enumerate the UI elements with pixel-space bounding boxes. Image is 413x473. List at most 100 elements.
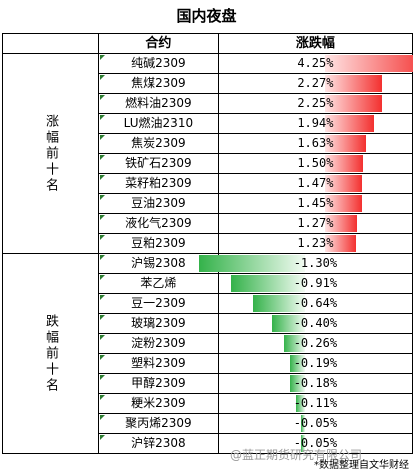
cell-corner-marker bbox=[100, 175, 105, 180]
change-cell: -0.26% bbox=[217, 333, 413, 354]
contract-name: 铁矿石2309 bbox=[98, 153, 219, 174]
change-value: 1.27% bbox=[297, 216, 334, 230]
loss-bar bbox=[199, 255, 305, 272]
change-cell: -0.64% bbox=[217, 293, 413, 314]
header-change: 涨跌幅 bbox=[217, 33, 413, 54]
gain-bar bbox=[324, 115, 374, 132]
up-row: 液化气2309 1.27% bbox=[3, 213, 413, 234]
contract-name-text: 焦煤2309 bbox=[131, 76, 186, 90]
down-row: 甲醇2309 -0.18% bbox=[3, 373, 413, 394]
contract-name: 燃料油2309 bbox=[98, 93, 219, 114]
contract-name: 豆一2309 bbox=[98, 293, 219, 314]
cell-corner-marker bbox=[100, 235, 105, 240]
contract-name: 塑料2309 bbox=[98, 353, 219, 374]
contract-name: 沪锌2308 bbox=[98, 433, 219, 454]
up-group-label: 涨幅前十名 bbox=[2, 53, 99, 254]
change-cell: 2.27% bbox=[217, 73, 413, 94]
contract-name-text: 沪锌2308 bbox=[131, 436, 186, 450]
down-row: 沪锌2308 -0.05% bbox=[3, 433, 413, 454]
down-row: 苯乙烯 -0.91% bbox=[3, 273, 413, 294]
change-value: -0.64% bbox=[293, 296, 338, 310]
change-value: -0.40% bbox=[293, 316, 338, 330]
contract-name-text: 聚丙烯2309 bbox=[125, 416, 192, 430]
header-blank bbox=[2, 33, 99, 54]
up-row: 焦煤2309 2.27% bbox=[3, 73, 413, 94]
gain-bar bbox=[324, 95, 382, 112]
page-title: 国内夜盘 bbox=[176, 7, 237, 25]
cell-corner-marker bbox=[100, 295, 105, 300]
cell-corner-marker bbox=[100, 75, 105, 80]
cell-corner-marker bbox=[100, 315, 105, 320]
up-row: 豆油2309 1.45% bbox=[3, 193, 413, 214]
loss-bar bbox=[301, 415, 305, 432]
change-cell: -0.05% bbox=[217, 413, 413, 434]
contract-name-text: 豆一2309 bbox=[131, 296, 186, 310]
change-value: -1.30% bbox=[293, 256, 338, 270]
contract-name: 豆油2309 bbox=[98, 193, 219, 214]
change-cell: -0.18% bbox=[217, 373, 413, 394]
cell-corner-marker bbox=[100, 435, 105, 440]
cell-corner-marker bbox=[100, 215, 105, 220]
change-cell: 1.23% bbox=[217, 233, 413, 254]
gain-bar bbox=[324, 155, 363, 172]
up-row: 涨幅前十名 纯碱2309 4.25% bbox=[2, 53, 413, 254]
change-value: -0.05% bbox=[293, 416, 338, 430]
contract-name: 豆粕2309 bbox=[98, 233, 219, 254]
contract-name-text: 玻璃2309 bbox=[131, 316, 186, 330]
down-row: 聚丙烯2309 -0.05% bbox=[3, 413, 413, 434]
change-cell: -0.05% bbox=[217, 433, 413, 454]
watermark-text: @蓝正期货研究有限公司 bbox=[230, 448, 363, 462]
cell-corner-marker bbox=[100, 395, 105, 400]
cell-corner-marker bbox=[100, 275, 105, 280]
contract-name: 聚丙烯2309 bbox=[98, 413, 219, 434]
down-row: 粳米2309 -0.11% bbox=[3, 393, 413, 414]
change-cell: -0.19% bbox=[217, 353, 413, 374]
cell-corner-marker bbox=[100, 255, 105, 260]
change-cell: 2.25% bbox=[217, 93, 413, 114]
contract-name: 粳米2309 bbox=[98, 393, 219, 414]
change-value: -0.91% bbox=[293, 276, 338, 290]
change-value: 1.23% bbox=[297, 236, 334, 250]
contract-name-text: 粳米2309 bbox=[131, 396, 186, 410]
contract-name-text: 沪锡2308 bbox=[131, 256, 186, 270]
contract-name: LU燃油2310 bbox=[98, 113, 219, 134]
cell-corner-marker bbox=[100, 195, 105, 200]
contract-name: 焦炭2309 bbox=[98, 133, 219, 154]
change-cell: 1.27% bbox=[217, 213, 413, 234]
loss-bar bbox=[284, 335, 305, 352]
change-cell: 1.45% bbox=[217, 193, 413, 214]
contract-name: 苯乙烯 bbox=[98, 273, 219, 294]
contract-name: 淀粉2309 bbox=[98, 333, 219, 354]
cell-corner-marker bbox=[100, 355, 105, 360]
contract-name-text: 甲醇2309 bbox=[131, 376, 186, 390]
change-cell: -0.91% bbox=[217, 273, 413, 294]
contract-name-text: LU燃油2310 bbox=[123, 116, 194, 130]
change-value: 2.25% bbox=[297, 96, 334, 110]
cell-corner-marker bbox=[100, 115, 105, 120]
loss-bar bbox=[290, 355, 305, 372]
cell-corner-marker bbox=[100, 95, 105, 100]
contract-name-text: 铁矿石2309 bbox=[125, 156, 192, 170]
change-value: 2.27% bbox=[297, 76, 334, 90]
change-value: 1.50% bbox=[297, 156, 334, 170]
contract-name-text: 豆油2309 bbox=[131, 196, 186, 210]
contract-name-text: 焦炭2309 bbox=[131, 136, 186, 150]
loss-bar bbox=[296, 395, 305, 412]
change-cell: 1.50% bbox=[217, 153, 413, 174]
header-contract: 合约 bbox=[98, 33, 219, 54]
change-value: 1.94% bbox=[297, 116, 334, 130]
change-value: -0.26% bbox=[293, 336, 338, 350]
ranking-table: 合约 涨跌幅 涨幅前十名 纯碱2309 4.25% 焦煤2309 2.27% 燃料油230… bbox=[2, 33, 413, 454]
header-row: 合约 涨跌幅 bbox=[2, 33, 413, 54]
contract-name: 焦煤2309 bbox=[98, 73, 219, 94]
contract-name-text: 燃料油2309 bbox=[125, 96, 192, 110]
contract-name: 液化气2309 bbox=[98, 213, 219, 234]
change-value: 1.45% bbox=[297, 196, 334, 210]
gain-bar bbox=[324, 55, 413, 72]
source-note: *数据整理自文华财经 bbox=[314, 460, 409, 471]
contract-name-text: 淀粉2309 bbox=[131, 336, 186, 350]
contract-name-text: 液化气2309 bbox=[125, 216, 192, 230]
contract-name: 甲醇2309 bbox=[98, 373, 219, 394]
change-value: -0.18% bbox=[293, 376, 338, 390]
up-row: 铁矿石2309 1.50% bbox=[3, 153, 413, 174]
